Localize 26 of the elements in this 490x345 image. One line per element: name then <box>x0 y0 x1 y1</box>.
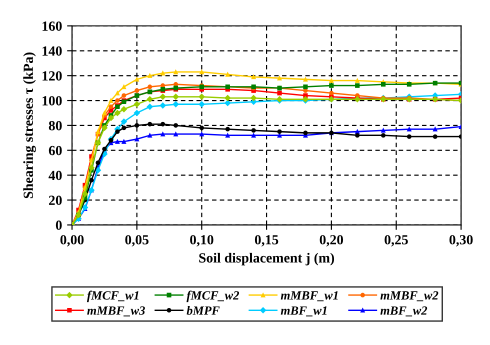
y-tick-label: 100 <box>42 96 62 106</box>
legend-label: mMBF_w3 <box>87 306 145 316</box>
y-tick-label: 60 <box>48 146 62 156</box>
x-axis-title: Soil displacement j (m) <box>199 252 334 266</box>
legend-label: mBF_w2 <box>380 306 428 316</box>
y-tick-label: 0 <box>56 220 62 230</box>
legend-label: fMCF_w1 <box>86 290 138 302</box>
x-tick-label: 0,25 <box>384 235 408 246</box>
y-tick-label: 120 <box>42 71 62 81</box>
y-tick-label: 40 <box>48 170 62 180</box>
x-tick-label: 0,00 <box>60 235 84 246</box>
x-tick-label: 0,20 <box>320 235 344 246</box>
legend-label: fMCF_w2 <box>186 290 240 302</box>
y-tick-label: 160 <box>42 21 62 31</box>
legend-label: bMPF <box>186 306 220 315</box>
x-tick-label: 0,05 <box>125 235 149 246</box>
y-axis-title: Shearing stresses τ (kPa) <box>23 52 36 198</box>
legend-label: mBF_w1 <box>280 306 327 316</box>
x-tick-label: 0,10 <box>190 235 214 246</box>
y-tick-label: 140 <box>42 46 62 56</box>
y-tick-label: 80 <box>48 120 62 130</box>
x-tick-label: 0,30 <box>449 235 473 246</box>
legend-label: mMBF_w2 <box>380 291 438 302</box>
y-tick-label: 20 <box>49 196 62 206</box>
x-tick-label: 0,15 <box>254 235 278 246</box>
legend-label: mMBF_w1 <box>280 291 338 302</box>
